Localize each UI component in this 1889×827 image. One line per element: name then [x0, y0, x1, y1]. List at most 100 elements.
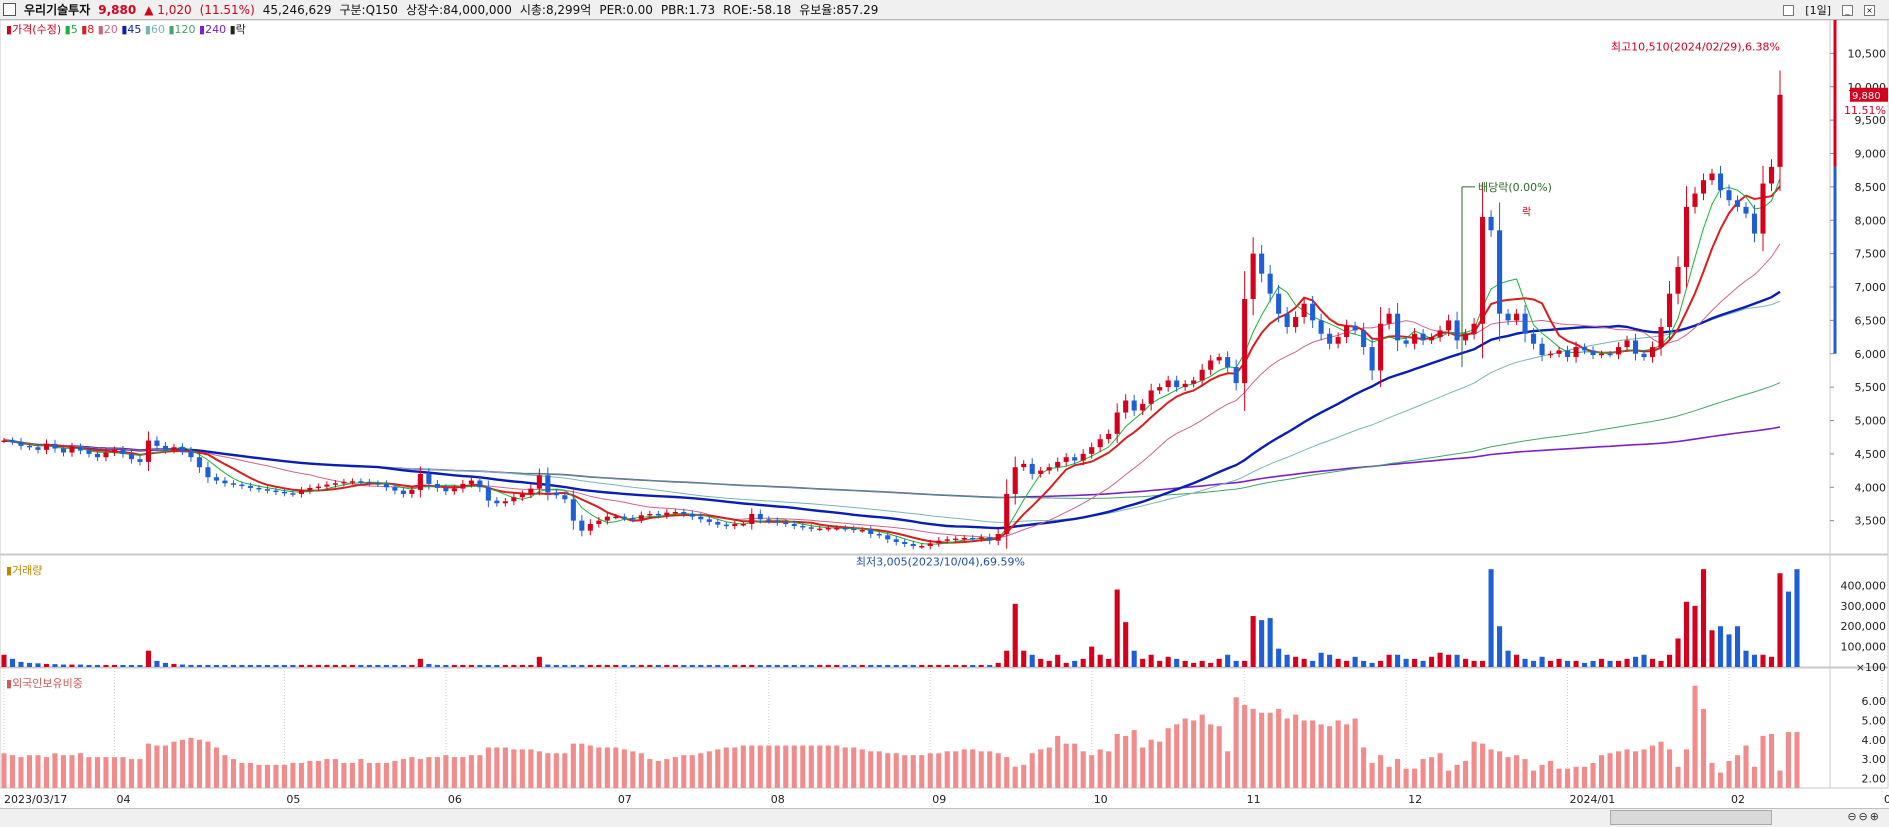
legend-ma60-marker: ▮ [144, 23, 151, 36]
volume-bar [749, 664, 755, 667]
foreign-bar [570, 743, 576, 788]
volume-bar [621, 664, 627, 667]
volume-bar [18, 661, 24, 667]
legend-ma240-marker: ▮ [199, 23, 206, 36]
chart-scrollbar[interactable] [1610, 810, 1772, 825]
candle [698, 516, 704, 520]
foreign-bar [579, 743, 585, 788]
candle [375, 483, 381, 485]
volume-bar [800, 664, 806, 667]
candle [1768, 166, 1775, 184]
foreign-bar [213, 747, 219, 788]
foreign-bar [1029, 753, 1035, 788]
foreign-bar [222, 755, 228, 788]
volume-bar [732, 664, 738, 667]
candle [77, 447, 84, 451]
candle [383, 483, 389, 488]
candle [1437, 330, 1443, 338]
volume-bar [1114, 589, 1120, 667]
foreign-bar [145, 743, 152, 788]
volume-bar [281, 664, 287, 667]
stock-chart[interactable]: 10,50010,0009,5009,0008,5008,0007,5007,0… [0, 20, 1889, 808]
candle [1267, 273, 1273, 294]
volume-bar [1199, 660, 1205, 667]
volume-bar [1471, 660, 1477, 667]
volume-bar [1182, 660, 1188, 667]
foreign-bar [817, 745, 823, 788]
candle [1242, 299, 1248, 384]
checkbox-icon[interactable] [3, 3, 16, 16]
candle [230, 483, 236, 485]
foreign-bar [1692, 685, 1698, 788]
foreign-bar [392, 760, 398, 788]
candle [103, 452, 109, 458]
volume-bar [1004, 650, 1010, 667]
zoom-controls[interactable]: ⊖⊖⊕ [1847, 810, 1881, 823]
volume-bar [375, 664, 381, 667]
foreign-bar [681, 755, 687, 788]
candle [655, 513, 661, 516]
candle [451, 488, 457, 492]
foreign-bar [1327, 726, 1333, 788]
volume-bar [426, 663, 432, 667]
close-icon[interactable]: × [1864, 4, 1875, 16]
period-selector[interactable]: [1일] [1805, 4, 1831, 17]
candle [1539, 343, 1545, 356]
candle [400, 490, 406, 494]
volume-bar [434, 664, 440, 667]
foreign-bar [808, 745, 814, 788]
candle [1225, 357, 1231, 368]
foreign-bar [1649, 745, 1656, 788]
candle [1369, 347, 1375, 371]
volume-bar [893, 664, 899, 667]
foreign-bar [230, 759, 236, 788]
foreign-bar [1556, 768, 1562, 788]
volume-bar [927, 664, 933, 667]
foreign-bar [1208, 724, 1214, 788]
volume-bar [1157, 660, 1163, 667]
candle [757, 513, 763, 520]
volume-tick-label: 300,000 [1841, 600, 1887, 613]
foreign-bar [375, 762, 381, 788]
legend-ma8-marker: ▮ [81, 23, 88, 36]
x-tick-label: 03 [1884, 793, 1889, 806]
legend-ma45: 45 [127, 23, 142, 36]
foreign-bar [256, 764, 262, 788]
candle [1327, 333, 1333, 344]
panel-icon[interactable] [1783, 4, 1795, 16]
foreign-bar [1259, 712, 1265, 788]
volume-bar [1624, 658, 1630, 667]
candle [1446, 320, 1452, 331]
volume-bar [834, 664, 840, 667]
foreign-bar [1157, 741, 1163, 788]
volume-bar [961, 664, 967, 667]
candle [196, 457, 202, 468]
candle [1632, 340, 1639, 354]
x-tick-label: 08 [771, 793, 785, 806]
volume-bar [672, 664, 678, 667]
minimize-icon[interactable]: _ [1842, 4, 1853, 16]
candle [1097, 439, 1103, 448]
candle [893, 539, 899, 542]
volume-bar [1463, 658, 1469, 667]
candle [18, 441, 24, 446]
foreign-bar [1097, 749, 1103, 788]
y-tick-label: 8,000 [1855, 214, 1887, 227]
candle [511, 497, 517, 502]
foreign-bar [893, 753, 899, 788]
candle [69, 447, 75, 453]
foreign-panel [0, 667, 1889, 789]
foreign-bar [970, 749, 976, 788]
foreign-bar [443, 755, 449, 788]
candle [621, 516, 627, 519]
candle [1514, 313, 1520, 321]
volume-bar [1548, 660, 1554, 667]
volume-bar [1777, 573, 1783, 667]
foreign-bar [1131, 730, 1137, 788]
volume-bar [1012, 603, 1018, 667]
ma45-line [3, 290, 1781, 530]
volume-bar [43, 663, 50, 667]
trade-volume: 45,246,629 [262, 2, 332, 17]
foreign-bar [1454, 764, 1460, 788]
foreign-bar [1641, 749, 1647, 788]
